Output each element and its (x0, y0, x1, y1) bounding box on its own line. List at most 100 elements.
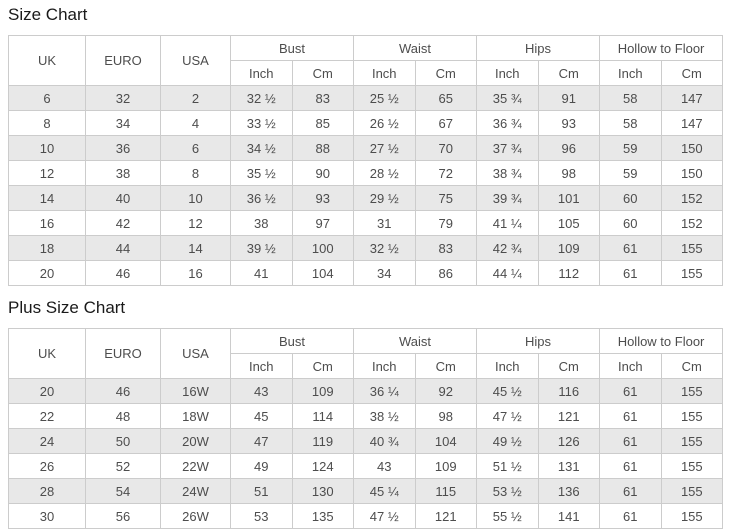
table-cell: 130 (291, 478, 355, 504)
table-cell: 45 ½ (476, 378, 539, 404)
table-cell: 58 (599, 85, 662, 111)
table-cell: 40 (85, 185, 161, 211)
unit-header-cm: Cm (537, 353, 601, 379)
table-cell: 136 (537, 478, 601, 504)
table-cell: 150 (660, 160, 724, 186)
table-cell: 43 (230, 378, 293, 404)
unit-header-inch: Inch (599, 353, 662, 379)
column-group-header-waist: Waist (353, 35, 478, 61)
table-cell: 28 (8, 478, 86, 504)
table-row: 10 36 6 34 ½ 88 27 ½ 70 37 ¾ 96 59 150 (8, 135, 724, 161)
table-cell: 41 (230, 260, 293, 286)
table-cell: 83 (291, 85, 355, 111)
table-cell: 98 (414, 403, 478, 429)
table-cell: 51 ½ (476, 453, 539, 479)
table-cell: 92 (414, 378, 478, 404)
table-cell: 54 (85, 478, 161, 504)
table-row: 16 42 12 38 97 31 79 41 ¼ 105 60 152 (8, 210, 724, 236)
table-cell: 60 (599, 185, 662, 211)
table-cell: 36 (85, 135, 161, 161)
table-cell: 18W (160, 403, 231, 429)
table-cell: 59 (599, 135, 662, 161)
table-cell: 104 (291, 260, 355, 286)
table-cell: 8 (160, 160, 231, 186)
table-cell: 30 (8, 503, 86, 529)
unit-header-cm: Cm (414, 60, 478, 86)
unit-header-inch: Inch (353, 60, 416, 86)
table-cell: 16 (8, 210, 86, 236)
table-cell: 53 ½ (476, 478, 539, 504)
column-header-uk: UK (8, 35, 86, 86)
table-cell: 61 (599, 378, 662, 404)
table-cell: 29 ½ (353, 185, 416, 211)
table-cell: 52 (85, 453, 161, 479)
table-cell: 4 (160, 110, 231, 136)
unit-header-inch: Inch (353, 353, 416, 379)
unit-header-inch: Inch (476, 60, 539, 86)
table-cell: 44 ¼ (476, 260, 539, 286)
table-cell: 44 (85, 235, 161, 261)
table-cell: 131 (537, 453, 601, 479)
table-cell: 28 ½ (353, 160, 416, 186)
table-cell: 150 (660, 135, 724, 161)
table-cell: 45 (230, 403, 293, 429)
table-cell: 37 ¾ (476, 135, 539, 161)
table-cell: 115 (414, 478, 478, 504)
table-cell: 41 ¼ (476, 210, 539, 236)
table-cell: 109 (537, 235, 601, 261)
table-cell: 109 (291, 378, 355, 404)
unit-header-cm: Cm (291, 353, 355, 379)
table-cell: 42 ¾ (476, 235, 539, 261)
table-cell: 26W (160, 503, 231, 529)
table-cell: 155 (660, 235, 724, 261)
table-cell: 114 (291, 403, 355, 429)
table-cell: 6 (160, 135, 231, 161)
table-row: 20 46 16 41 104 34 86 44 ¼ 112 61 155 (8, 260, 724, 286)
table-cell: 34 (353, 260, 416, 286)
table-cell: 121 (414, 503, 478, 529)
table-cell: 135 (291, 503, 355, 529)
table-cell: 20 (8, 378, 86, 404)
column-header-euro: EURO (85, 35, 161, 86)
table-cell: 155 (660, 403, 724, 429)
table-cell: 20 (8, 260, 86, 286)
table-cell: 72 (414, 160, 478, 186)
table-cell: 40 ¾ (353, 428, 416, 454)
column-group-header-waist: Waist (353, 328, 478, 354)
table-cell: 91 (537, 85, 601, 111)
table-cell: 25 ½ (353, 85, 416, 111)
table-cell: 10 (160, 185, 231, 211)
table-cell: 112 (537, 260, 601, 286)
table-row: 28 54 24W 51 130 45 ¼ 115 53 ½ 136 61 155 (8, 478, 724, 504)
table-cell: 86 (414, 260, 478, 286)
table-cell: 12 (160, 210, 231, 236)
table-cell: 38 (230, 210, 293, 236)
table-cell: 100 (291, 235, 355, 261)
size-chart-title: Size Chart (8, 5, 88, 24)
table-row: 12 38 8 35 ½ 90 28 ½ 72 38 ¾ 98 59 150 (8, 160, 724, 186)
table-cell: 46 (85, 260, 161, 286)
table-cell: 36 ¼ (353, 378, 416, 404)
table-cell: 34 ½ (230, 135, 293, 161)
table-row: 8 34 4 33 ½ 85 26 ½ 67 36 ¾ 93 58 147 (8, 110, 724, 136)
table-cell: 33 ½ (230, 110, 293, 136)
column-header-usa: USA (160, 35, 231, 86)
column-group-header-hips: Hips (476, 35, 601, 61)
table-cell: 35 ¾ (476, 85, 539, 111)
table-cell: 97 (291, 210, 355, 236)
table-cell: 18 (8, 235, 86, 261)
column-header-euro: EURO (85, 328, 161, 379)
table-cell: 35 ½ (230, 160, 293, 186)
table-cell: 51 (230, 478, 293, 504)
table-cell: 147 (660, 85, 724, 111)
table-cell: 47 ½ (476, 403, 539, 429)
table-cell: 104 (414, 428, 478, 454)
table-cell: 14 (8, 185, 86, 211)
table-cell: 126 (537, 428, 601, 454)
table-row: 30 56 26W 53 135 47 ½ 121 55 ½ 141 61 155 (8, 503, 724, 529)
table-cell: 47 ½ (353, 503, 416, 529)
table-cell: 39 ½ (230, 235, 293, 261)
table-cell: 38 ¾ (476, 160, 539, 186)
table-cell: 105 (537, 210, 601, 236)
